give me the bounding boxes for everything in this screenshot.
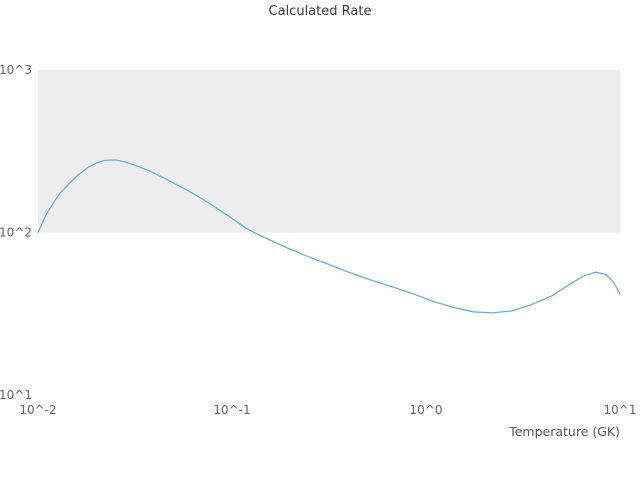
y-tick-label: 10^3 — [0, 63, 32, 77]
decade-band — [38, 70, 620, 233]
x-axis-label: Temperature (GK) — [509, 424, 620, 439]
y-tick-label: 10^1 — [0, 388, 32, 402]
x-tick-label: 10^0 — [410, 403, 443, 417]
x-tick-label: 10^1 — [604, 403, 637, 417]
x-tick-label: 10^-2 — [19, 403, 56, 417]
y-tick-label: 10^2 — [0, 226, 32, 240]
chart-title: Calculated Rate — [268, 4, 372, 19]
x-tick-label: 10^-1 — [213, 403, 250, 417]
series-line-calculated-rate — [37, 159, 621, 314]
